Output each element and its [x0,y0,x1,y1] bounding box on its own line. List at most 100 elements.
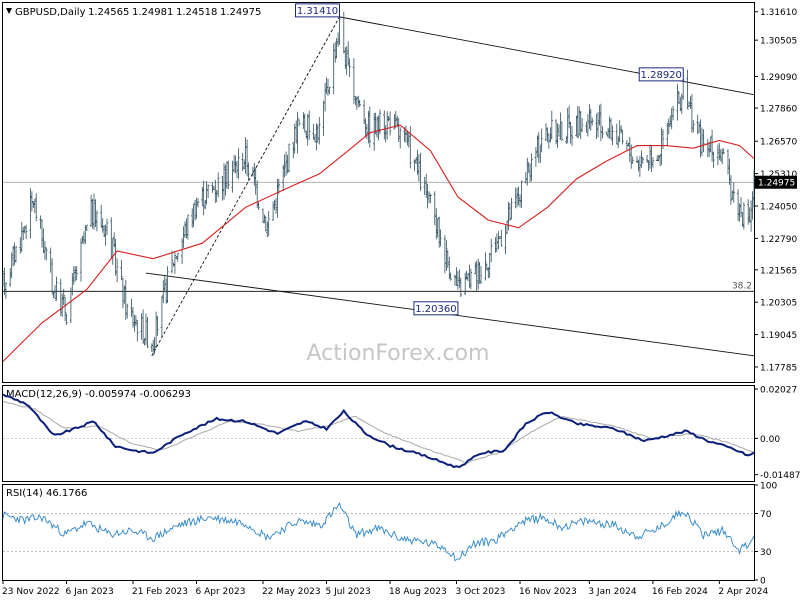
ohlc-bar [436,218,439,238]
ohlc-bar [224,164,227,196]
ohlc-bar [524,172,527,184]
ohlc-bar [446,250,449,268]
ohlc-bar [479,265,483,285]
ohlc-bar [277,178,280,194]
ohlc-bar [65,313,68,325]
ohlc-bar [508,203,512,221]
ohlc-bar [63,296,67,322]
ohlc-bar [696,114,699,135]
ohlc-bar [495,233,499,252]
ohlc-bar [104,224,107,246]
ohlc-bar [498,236,501,239]
ohlc-bar [474,262,477,275]
ohlc-bar [296,111,299,154]
ohlc-bar [413,159,416,172]
ohlc-bar [619,125,623,134]
ohlc-bar [293,123,296,154]
ohlc-bar [186,214,190,240]
ohlc-bar [140,313,143,340]
ohlc-bar [656,155,659,161]
price-plot-area: 38.2 1.31410 1.28920 1.20360 [1,3,756,362]
x-axis-tick-label: 5 Jul 2023 [326,587,371,597]
ohlc-bar [617,136,620,149]
ohlc-bar [196,198,200,208]
ohlc-bar [537,131,540,163]
ohlc-bar [742,202,746,230]
ohlc-bar [283,154,286,178]
ohlc-bar [52,290,55,298]
ohlc-bar [433,191,436,226]
macd-y-tick-label: -0.014877 [760,471,800,481]
ohlc-bar [459,277,462,297]
ohlc-bar [396,115,399,127]
ohlc-bar [234,155,237,174]
ohlc-bar [445,240,448,271]
ohlc-bar [427,191,431,204]
macd-panel-frame [2,385,755,482]
ohlc-bar [328,86,331,95]
ohlc-bar [136,319,139,342]
ohlc-bar [439,229,442,247]
x-axis-tick-label: 16 Nov 2023 [519,587,577,597]
ohlc-bar [81,235,84,244]
ohlc-bar [540,128,543,153]
ohlc-bar [32,201,35,208]
ohlc-bar [429,194,432,203]
rsi-title: RSI(14) 46.1766 [6,488,87,499]
rsi-y-axis: 100 70 30 0 [754,482,777,587]
ohlc-bar [221,176,224,201]
rsi-panel-frame [2,484,755,581]
price-title: GBPUSD,Daily [15,7,86,18]
ohlc-bar [475,260,478,291]
x-axis-tick-label: 3 Oct 2023 [455,587,505,597]
ohlc-bar [22,226,25,240]
ohlc-bar [182,226,185,248]
annotation-label: 1.28920 [638,67,684,82]
ohlc-bar [206,184,210,198]
ohlc-bar [485,263,488,271]
ohlc-bar [14,246,18,263]
macd-signal-line [2,401,755,464]
ohlc-bar [266,221,269,238]
ohlc-bar [669,115,672,127]
ohlc-bar [469,268,473,290]
ohlc-bar [611,125,614,146]
macd-line [2,393,755,469]
ohlc-bar [601,126,604,139]
ohlc-bar [43,240,47,260]
ohlc-bar [166,266,169,303]
ohlc-bar [20,222,23,253]
ohlc-bar [134,315,138,327]
ohlc-bar [741,212,744,227]
ohlc-bar [257,201,260,210]
ohlc-bar [530,153,533,182]
macd-y-tick-label: 0.02027 [760,385,797,395]
ohlc-bar [710,129,714,162]
ohlc-bar [417,154,421,182]
ohlc-bar [510,197,513,220]
price-header: GBPUSD,Daily 1.24565 1.24981 1.24518 1.2… [6,7,261,18]
ohlc-bar [621,130,624,145]
ohlc-bar [648,144,652,169]
x-axis-tick-label: 22 May 2023 [262,587,321,597]
ohlc-bar [165,278,168,304]
ohlc-bar [671,105,675,121]
ohlc-bar [9,268,12,287]
ohlc-bar [217,172,220,198]
ohlc-bar [547,134,551,149]
ohlc-bar [718,143,721,161]
ohlc-bar [191,208,194,228]
ohlc-bar [345,46,348,75]
ohlc-bar [11,245,15,267]
ohlc-bar [211,182,214,193]
ohlc-bar [120,260,123,281]
rsi-y-tick-label: 100 [760,482,777,492]
annotation-text: 1.28920 [641,70,682,81]
ohlc-bar [85,224,88,231]
x-axis-tick-label: 6 Apr 2023 [196,587,246,597]
ohlc-high: 1.24981 [132,7,173,18]
ohlc-bar [449,272,452,281]
ohlc-bar [567,105,571,129]
ohlc-bar [202,180,205,216]
